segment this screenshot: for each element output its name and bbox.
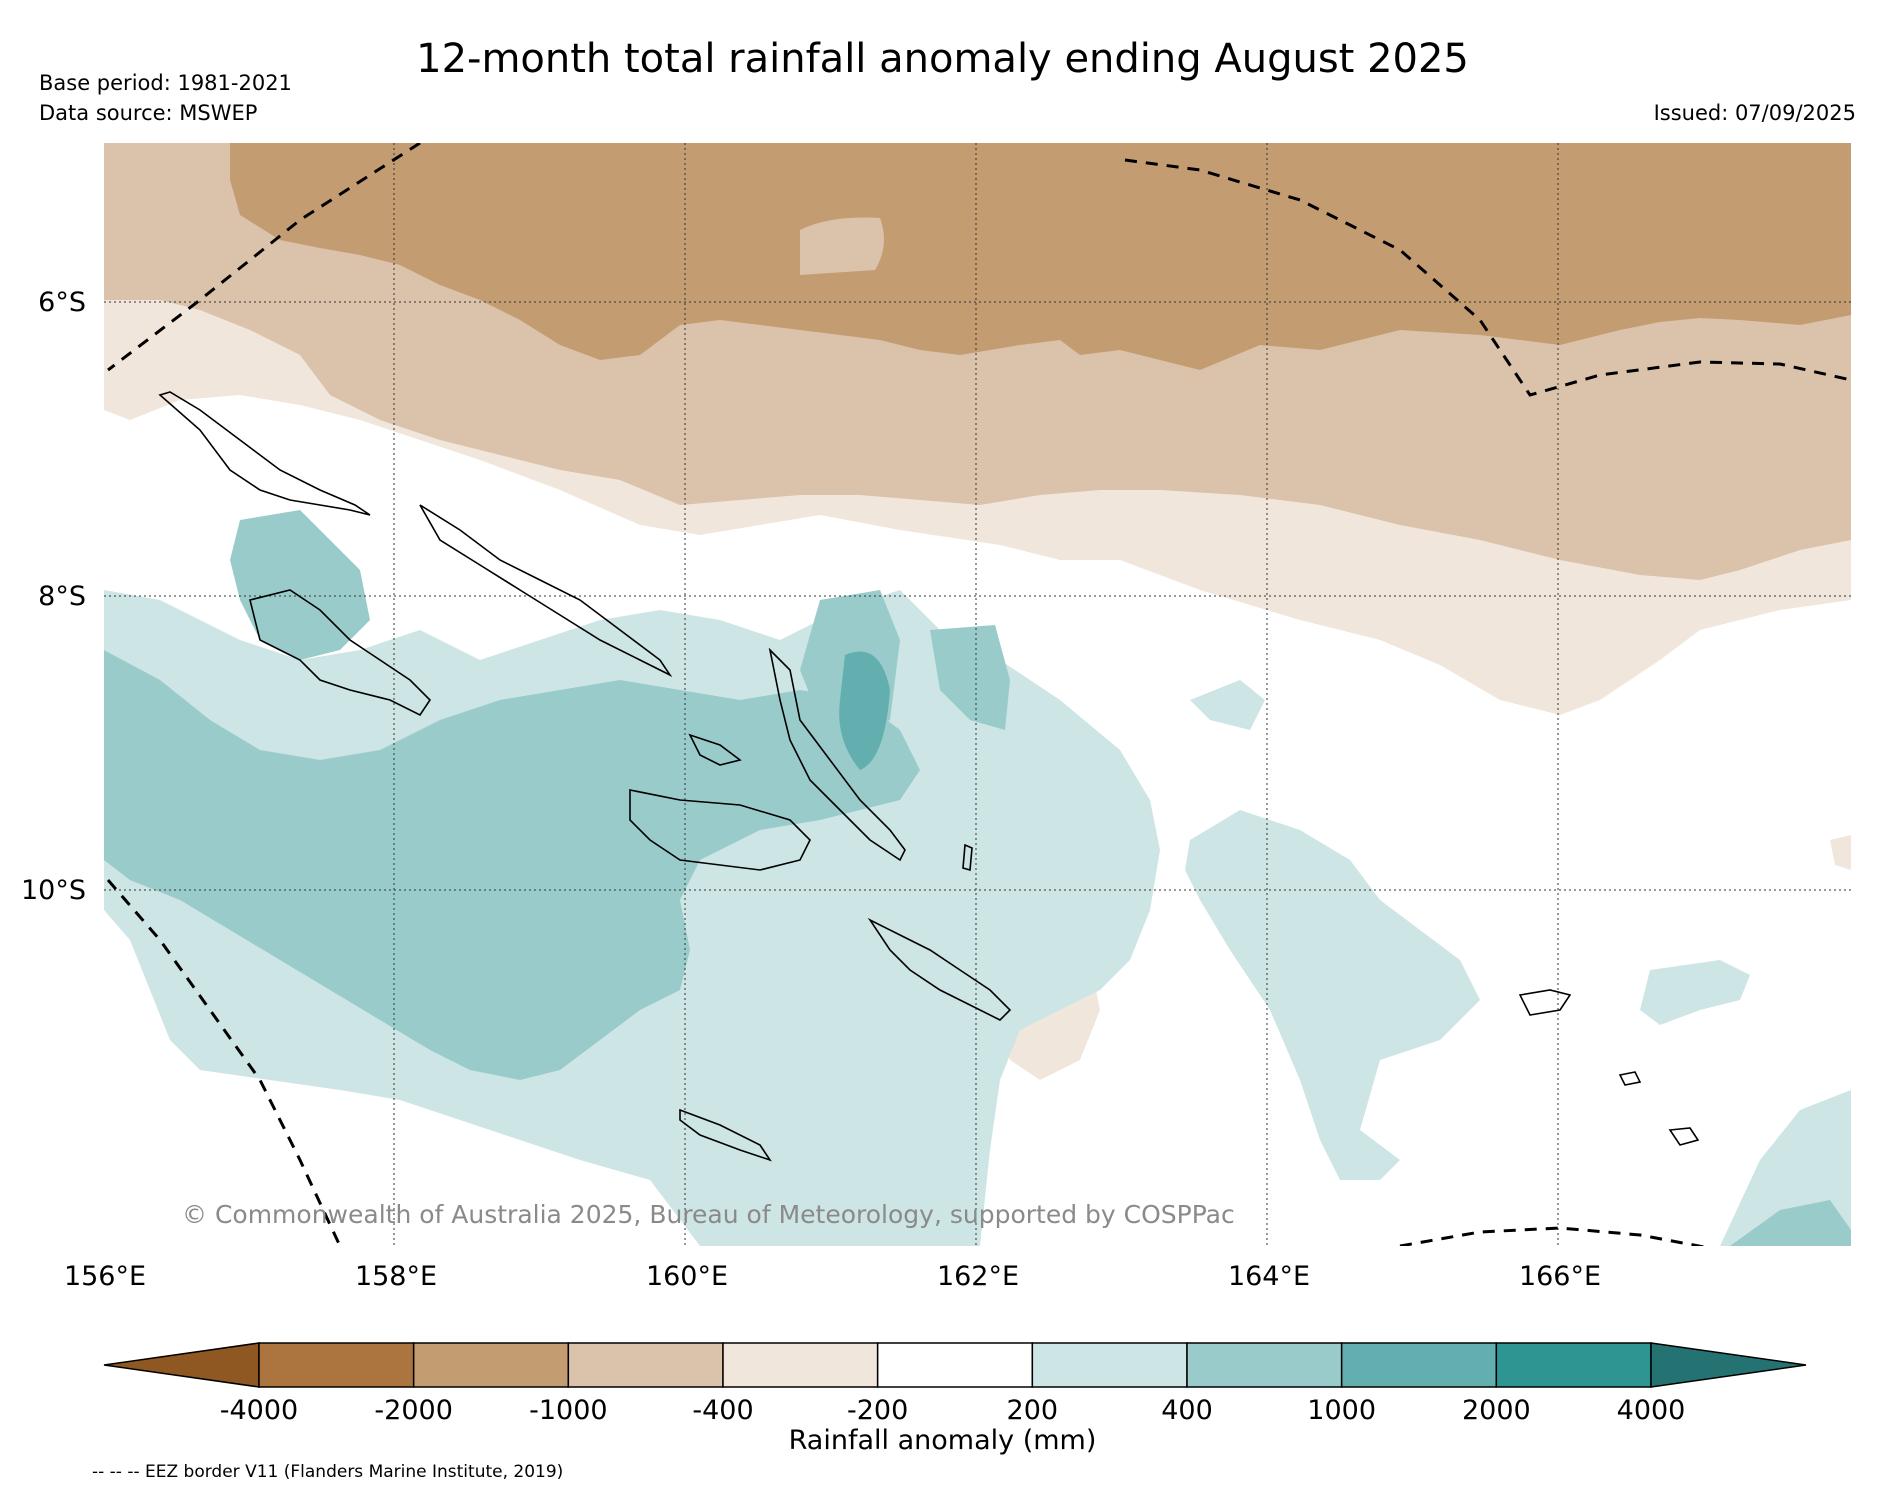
colorbar-tick-label: 200 — [1006, 1395, 1059, 1426]
lat-label-6s: 6°S — [38, 287, 86, 318]
malaita-island — [867, 917, 1012, 1021]
small-island-3 — [962, 843, 973, 872]
colorbar-tick-label: -200 — [847, 1395, 909, 1426]
data-source-note: Data source: MSWEP — [39, 101, 258, 125]
wet-moderate-patch-east — [930, 625, 1010, 730]
florida-islands — [688, 733, 742, 766]
wet-moderate-islands-north — [230, 510, 370, 660]
santa-cruz-island — [1518, 989, 1572, 1016]
colorbar-tick-label: 2000 — [1461, 1395, 1531, 1426]
dry-moderate-patch — [800, 217, 884, 275]
wet-strong-patch — [839, 651, 890, 770]
colorbar-swatch — [876, 1342, 1034, 1388]
colorbar-tick-label: -400 — [692, 1395, 754, 1426]
eez-borders — [106, 143, 1851, 1246]
guadalcanal-island — [629, 789, 811, 871]
colorbar-tick-label: -4000 — [219, 1395, 299, 1426]
colorbar-extend-low — [103, 1342, 260, 1388]
colorbar — [103, 1342, 1807, 1388]
eez-border-southwest — [106, 879, 342, 1246]
isabel-island — [768, 647, 906, 862]
colorbar-swatch — [1495, 1342, 1652, 1388]
colorbar-swatch — [412, 1342, 570, 1388]
colorbar-swatch — [722, 1342, 879, 1388]
dry-strong-region — [230, 143, 1851, 370]
wet-light-patch-east2 — [1640, 960, 1750, 1025]
colorbar-swatch — [567, 1342, 724, 1388]
wet-moderate-patch-se — [1730, 1200, 1851, 1246]
lat-label-8s: 8°S — [38, 581, 86, 612]
lon-label-162e: 162°E — [937, 1261, 1019, 1292]
graticule — [104, 143, 1851, 1246]
copyright-notice: © Commonwealth of Australia 2025, Bureau… — [182, 1200, 1235, 1229]
lon-label-166e: 166°E — [1519, 1261, 1601, 1292]
coastlines — [158, 391, 1700, 1162]
lon-label-160e: 160°E — [646, 1261, 728, 1292]
issued-date: Issued: 07/09/2025 — [1653, 101, 1856, 125]
dry-light-patch-east — [1830, 835, 1851, 870]
colorbar-swatch — [258, 1342, 415, 1388]
lon-label-156e: 156°E — [64, 1261, 146, 1292]
new-georgia-islands — [249, 589, 432, 717]
bougainville-island — [158, 391, 371, 516]
map-title: 12-month total rainfall anomaly ending A… — [416, 36, 1469, 82]
colorbar-swatch — [1186, 1342, 1343, 1388]
choiseul-island — [419, 504, 673, 678]
wet-light-patch-east1 — [1185, 810, 1480, 1180]
colorbar-tick-label: -1000 — [529, 1395, 608, 1426]
small-island-2 — [1668, 1127, 1700, 1146]
map-plot-area — [104, 143, 1851, 1246]
lon-label-158e: 158°E — [355, 1261, 437, 1292]
base-period-note: Base period: 1981-2021 — [39, 71, 292, 95]
colorbar-tick-label: 400 — [1161, 1395, 1213, 1426]
colorbar-swatch — [1340, 1342, 1498, 1388]
colorbar-title: Rainfall anomaly (mm) — [788, 1425, 1097, 1456]
eez-legend-note: -- -- -- EEZ border V11 (Flanders Marine… — [92, 1462, 564, 1482]
small-island-1 — [1618, 1071, 1642, 1086]
lat-label-10s: 10°S — [21, 875, 86, 906]
wet-moderate-region — [104, 650, 920, 1080]
wet-light-patch-mid — [1190, 680, 1265, 730]
lon-label-164e: 164°E — [1228, 1261, 1310, 1292]
colorbar-tick-label: -2000 — [374, 1395, 453, 1426]
eez-border-northwest — [107, 143, 421, 372]
colorbar-tick-label: 1000 — [1307, 1395, 1377, 1426]
colorbar-tick-label: 4000 — [1616, 1395, 1686, 1426]
colorbar-swatch — [1031, 1342, 1188, 1388]
colorbar-extend-high — [1650, 1342, 1807, 1388]
eez-border-north — [1124, 158, 1851, 397]
makira-island — [679, 1108, 772, 1162]
